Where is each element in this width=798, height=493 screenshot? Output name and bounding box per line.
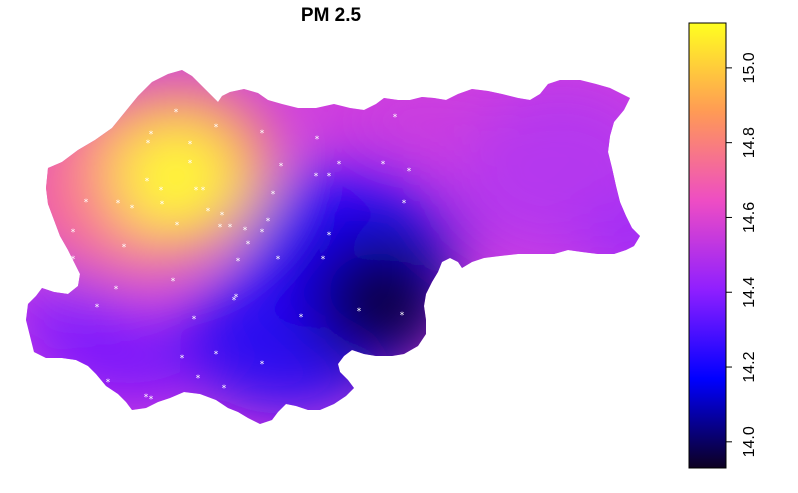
station-marker: * bbox=[315, 135, 320, 145]
legend-tick-label: 14.8 bbox=[741, 127, 758, 158]
station-marker: * bbox=[180, 354, 185, 364]
station-marker: * bbox=[381, 160, 386, 170]
legend-tick-label: 14.4 bbox=[741, 277, 758, 308]
station-marker: * bbox=[407, 167, 412, 177]
station-marker: * bbox=[276, 255, 281, 265]
station-marker: * bbox=[214, 350, 219, 360]
station-marker: * bbox=[393, 113, 398, 123]
station-marker: * bbox=[144, 393, 149, 403]
station-marker: * bbox=[71, 255, 76, 265]
color-legend: 14.0 14.2 14.4 14.6 14.8 15.0 bbox=[688, 22, 758, 469]
legend-tick-label: 14.2 bbox=[741, 351, 758, 382]
station-marker: * bbox=[196, 374, 201, 384]
station-marker: * bbox=[116, 199, 121, 209]
station-marker: * bbox=[149, 395, 154, 405]
station-marker: * bbox=[188, 140, 193, 150]
station-marker: * bbox=[71, 228, 76, 238]
station-marker: * bbox=[321, 255, 326, 265]
station-marker: * bbox=[146, 139, 151, 149]
station-marker: * bbox=[149, 130, 154, 140]
station-marker: * bbox=[222, 384, 227, 394]
station-marker: * bbox=[206, 207, 211, 217]
station-marker: * bbox=[159, 186, 164, 196]
station-marker: * bbox=[160, 200, 165, 210]
station-marker: * bbox=[95, 303, 100, 313]
legend-tick-label: 14.0 bbox=[741, 426, 758, 457]
station-marker: * bbox=[194, 186, 199, 196]
interpolated-surface bbox=[26, 70, 640, 424]
map-title: PM 2.5 bbox=[301, 5, 362, 26]
station-marker: * bbox=[175, 221, 180, 231]
station-marker: * bbox=[232, 296, 237, 306]
station-marker: * bbox=[174, 108, 179, 118]
station-marker: * bbox=[400, 311, 405, 321]
station-marker: * bbox=[214, 123, 219, 133]
station-marker: * bbox=[201, 186, 206, 196]
station-marker: * bbox=[84, 198, 89, 208]
station-marker: * bbox=[246, 240, 251, 250]
station-marker: * bbox=[122, 243, 127, 253]
station-marker: * bbox=[327, 231, 332, 241]
station-marker: * bbox=[192, 315, 197, 325]
station-marker: * bbox=[327, 172, 332, 182]
legend-colorbar bbox=[689, 23, 726, 468]
station-marker: * bbox=[243, 226, 248, 236]
station-marker: * bbox=[271, 190, 276, 200]
station-marker: * bbox=[357, 307, 362, 317]
station-marker: * bbox=[260, 360, 265, 370]
monitoring-stations: ***** *** ** ******** * ** * *** ** * *** ** * ******… bbox=[71, 108, 412, 405]
station-marker: * bbox=[114, 285, 119, 295]
station-marker: * bbox=[299, 313, 304, 323]
station-marker: * bbox=[314, 172, 319, 182]
station-marker: * bbox=[260, 129, 265, 139]
station-marker: * bbox=[106, 378, 111, 388]
station-marker: * bbox=[402, 199, 407, 209]
legend-tick-label: 15.0 bbox=[741, 52, 758, 83]
station-marker: * bbox=[218, 223, 223, 233]
station-marker: * bbox=[279, 162, 284, 172]
station-marker: * bbox=[145, 177, 150, 187]
legend-tick-label: 14.6 bbox=[741, 202, 758, 233]
station-marker: * bbox=[337, 160, 342, 170]
station-marker: * bbox=[228, 223, 233, 233]
station-marker: * bbox=[188, 159, 193, 169]
station-marker: * bbox=[171, 277, 176, 287]
station-marker: * bbox=[220, 211, 225, 221]
station-marker: * bbox=[234, 293, 239, 303]
station-marker: * bbox=[236, 257, 241, 267]
legend-ticks: 14.0 14.2 14.4 14.6 14.8 15.0 bbox=[726, 52, 758, 457]
station-marker: * bbox=[266, 217, 271, 227]
station-marker: * bbox=[130, 204, 135, 214]
station-marker: * bbox=[260, 228, 265, 238]
